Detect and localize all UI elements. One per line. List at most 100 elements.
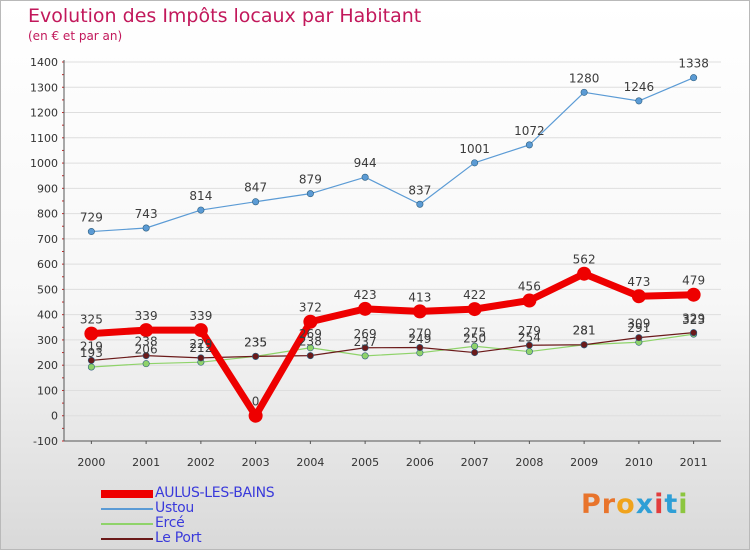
y-tick-label: 200 bbox=[37, 359, 58, 372]
data-label: 1001 bbox=[459, 142, 490, 156]
data-label: 1246 bbox=[624, 80, 655, 94]
data-point bbox=[525, 341, 533, 349]
y-tick-label: 500 bbox=[37, 283, 58, 296]
x-tick-label: 2004 bbox=[296, 456, 324, 469]
data-label: 837 bbox=[408, 183, 431, 197]
data-label: 281 bbox=[573, 324, 596, 338]
data-label: 339 bbox=[189, 309, 212, 323]
logo-letter: t bbox=[664, 489, 679, 520]
data-label: 269 bbox=[299, 327, 322, 341]
data-label: 413 bbox=[408, 290, 431, 304]
data-point bbox=[197, 206, 205, 214]
data-label: 309 bbox=[627, 317, 650, 331]
y-tick-label: 700 bbox=[37, 233, 58, 246]
data-label: 193 bbox=[80, 346, 103, 360]
data-point bbox=[361, 352, 369, 360]
data-label: 0 bbox=[252, 395, 260, 409]
x-tick-label: 2000 bbox=[77, 456, 105, 469]
data-label: 1072 bbox=[514, 124, 545, 138]
legend-swatch bbox=[101, 490, 153, 498]
data-label: 423 bbox=[354, 288, 377, 302]
logo-letter: x bbox=[635, 489, 655, 520]
data-point bbox=[690, 329, 698, 337]
x-tick-label: 2010 bbox=[625, 456, 653, 469]
x-tick-label: 2002 bbox=[187, 456, 215, 469]
legend-label: Ustou bbox=[155, 500, 194, 516]
data-point bbox=[139, 323, 154, 338]
data-point bbox=[84, 326, 99, 341]
data-point bbox=[686, 287, 701, 302]
y-tick-label: 1300 bbox=[30, 81, 58, 94]
x-tick-label: 2006 bbox=[406, 456, 434, 469]
x-tick-label: 2001 bbox=[132, 456, 160, 469]
data-label: 339 bbox=[135, 309, 158, 323]
data-point bbox=[471, 349, 479, 357]
data-label: 329 bbox=[682, 312, 705, 326]
data-label: 879 bbox=[299, 173, 322, 187]
x-tick-label: 2003 bbox=[242, 456, 270, 469]
data-point bbox=[467, 302, 482, 317]
x-tick-label: 2005 bbox=[351, 456, 379, 469]
data-point bbox=[416, 344, 424, 352]
data-point bbox=[471, 159, 479, 167]
y-tick-label: 400 bbox=[37, 309, 58, 322]
data-point bbox=[306, 190, 314, 198]
data-label: 238 bbox=[135, 335, 158, 349]
data-label: 743 bbox=[135, 207, 158, 221]
data-point bbox=[87, 363, 95, 371]
y-tick-label: 600 bbox=[37, 258, 58, 271]
data-label: 250 bbox=[463, 332, 486, 346]
data-label: 479 bbox=[682, 274, 705, 288]
data-label: 219 bbox=[80, 339, 103, 353]
data-label: 238 bbox=[299, 335, 322, 349]
data-label: 281 bbox=[573, 324, 596, 338]
data-point bbox=[358, 301, 373, 316]
data-point bbox=[252, 198, 260, 206]
data-point bbox=[303, 314, 318, 329]
series-line-erc- bbox=[91, 333, 694, 368]
data-label: 254 bbox=[518, 331, 541, 345]
logo-letter: i bbox=[678, 489, 689, 520]
data-point bbox=[525, 348, 533, 356]
legend-swatch bbox=[101, 538, 153, 540]
y-tick-label: 100 bbox=[37, 384, 58, 397]
chart-title: Evolution des Impôts locaux par Habitant bbox=[28, 5, 422, 27]
data-label: 456 bbox=[518, 280, 541, 294]
data-point bbox=[635, 97, 643, 105]
logo-letter: i bbox=[654, 489, 665, 520]
data-label: 944 bbox=[354, 156, 377, 170]
data-label: 291 bbox=[627, 321, 650, 335]
data-label: 235 bbox=[244, 335, 267, 349]
data-point bbox=[87, 228, 95, 236]
data-label: 270 bbox=[408, 327, 431, 341]
data-label: 1338 bbox=[678, 57, 709, 71]
data-label: 212 bbox=[189, 341, 212, 355]
data-label: 323 bbox=[682, 313, 705, 327]
data-label: 237 bbox=[354, 335, 377, 349]
data-label: 229 bbox=[189, 337, 212, 351]
data-label: 1280 bbox=[569, 71, 600, 85]
logo-letter: o bbox=[616, 489, 636, 520]
data-label: 562 bbox=[573, 253, 596, 267]
y-tick-label: 900 bbox=[37, 182, 58, 195]
data-label: 206 bbox=[135, 343, 158, 357]
data-point bbox=[416, 200, 424, 208]
data-label: 422 bbox=[463, 288, 486, 302]
data-point bbox=[142, 224, 150, 232]
legend-label: AULUS-LES-BAINS bbox=[155, 485, 275, 501]
data-label: 269 bbox=[354, 327, 377, 341]
data-point bbox=[631, 289, 646, 304]
data-label: 372 bbox=[299, 301, 322, 315]
series-line-ustou bbox=[91, 77, 694, 233]
y-tick-label: 1200 bbox=[30, 107, 58, 120]
data-label: 847 bbox=[244, 181, 267, 195]
data-point bbox=[361, 173, 369, 181]
y-tick-label: 1000 bbox=[30, 157, 58, 170]
data-point bbox=[193, 323, 208, 338]
data-point bbox=[248, 408, 263, 423]
data-label: 325 bbox=[80, 313, 103, 327]
data-point bbox=[525, 141, 533, 149]
data-point bbox=[635, 334, 643, 342]
